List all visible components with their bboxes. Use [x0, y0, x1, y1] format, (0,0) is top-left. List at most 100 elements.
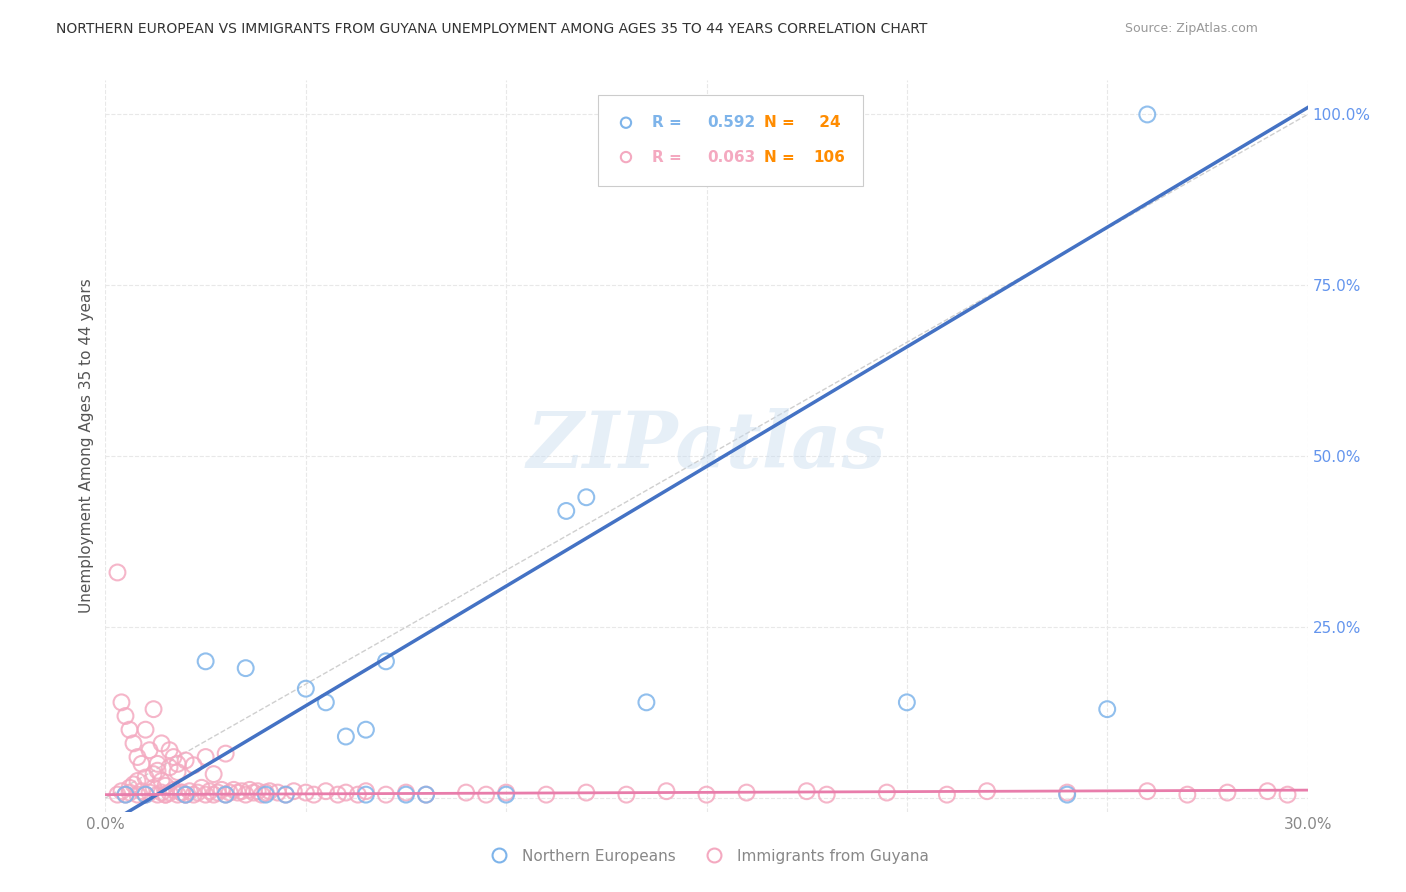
Point [107, 566, 129, 580]
FancyBboxPatch shape [599, 95, 863, 186]
Point [616, 788, 638, 802]
Point [142, 702, 165, 716]
Point [187, 786, 209, 800]
Point [1277, 788, 1299, 802]
Point [114, 709, 136, 723]
Point [239, 782, 262, 797]
Point [575, 786, 598, 800]
Point [214, 747, 236, 761]
Point [155, 788, 177, 802]
Point [159, 743, 181, 757]
Text: ZIPatlas: ZIPatlas [527, 408, 886, 484]
Point [118, 780, 141, 795]
Point [315, 784, 337, 798]
Point [211, 782, 233, 797]
Point [374, 654, 398, 668]
Point [150, 736, 173, 750]
Point [127, 774, 149, 789]
Point [150, 774, 173, 789]
Text: N =: N = [765, 115, 800, 130]
Point [162, 750, 184, 764]
Point [159, 786, 181, 800]
Point [202, 767, 225, 781]
Point [107, 788, 129, 802]
Point [194, 750, 217, 764]
Point [159, 760, 181, 774]
Point [146, 756, 169, 771]
Point [415, 788, 437, 802]
Point [495, 786, 517, 800]
Point [155, 788, 177, 802]
Point [1177, 788, 1199, 802]
Point [183, 788, 205, 802]
Point [135, 788, 157, 802]
Text: Source: ZipAtlas.com: Source: ZipAtlas.com [1125, 22, 1258, 36]
Point [235, 788, 257, 802]
Point [190, 780, 212, 795]
Point [1257, 784, 1279, 798]
Point [131, 756, 153, 771]
Point [214, 788, 236, 802]
Point [302, 788, 325, 802]
Y-axis label: Unemployment Among Ages 35 to 44 years: Unemployment Among Ages 35 to 44 years [79, 278, 94, 614]
Point [242, 786, 264, 800]
Text: 0.063: 0.063 [707, 150, 756, 165]
Point [155, 779, 177, 793]
Point [246, 784, 269, 798]
Point [166, 765, 188, 780]
Point [395, 786, 418, 800]
Point [138, 743, 160, 757]
Point [636, 695, 658, 709]
Point [127, 788, 149, 802]
Point [235, 661, 257, 675]
Point [896, 695, 918, 709]
Point [222, 782, 245, 797]
Point [575, 490, 598, 504]
Point [179, 784, 201, 798]
Point [415, 788, 437, 802]
Point [146, 764, 169, 778]
Point [696, 788, 718, 802]
Point [194, 654, 217, 668]
Point [347, 788, 370, 802]
Point [274, 788, 297, 802]
Point [110, 695, 132, 709]
Point [395, 788, 418, 802]
Point [218, 786, 240, 800]
Point [110, 784, 132, 798]
Text: NORTHERN EUROPEAN VS IMMIGRANTS FROM GUYANA UNEMPLOYMENT AMONG AGES 35 TO 44 YEA: NORTHERN EUROPEAN VS IMMIGRANTS FROM GUY… [56, 22, 928, 37]
Point [166, 788, 188, 802]
Point [207, 786, 229, 800]
Point [118, 723, 141, 737]
Point [131, 784, 153, 798]
Text: 106: 106 [814, 150, 845, 165]
Point [335, 786, 357, 800]
Point [198, 784, 221, 798]
Point [254, 788, 277, 802]
Point [183, 758, 205, 772]
Point [254, 786, 277, 800]
Point [283, 784, 305, 798]
Text: R =: R = [652, 115, 688, 130]
Point [976, 784, 998, 798]
Point [374, 788, 398, 802]
Point [194, 788, 217, 802]
Point [170, 786, 193, 800]
Point [174, 788, 197, 802]
Point [226, 786, 249, 800]
Point [150, 786, 173, 800]
Point [174, 788, 197, 802]
Point [815, 788, 838, 802]
Point [735, 786, 758, 800]
Point [135, 723, 157, 737]
Point [655, 784, 678, 798]
Point [274, 788, 297, 802]
Point [202, 788, 225, 802]
Point [114, 788, 136, 802]
Point [127, 750, 149, 764]
Point [555, 504, 578, 518]
Point [250, 788, 273, 802]
Point [142, 767, 165, 781]
Point [876, 786, 898, 800]
Point [295, 786, 318, 800]
